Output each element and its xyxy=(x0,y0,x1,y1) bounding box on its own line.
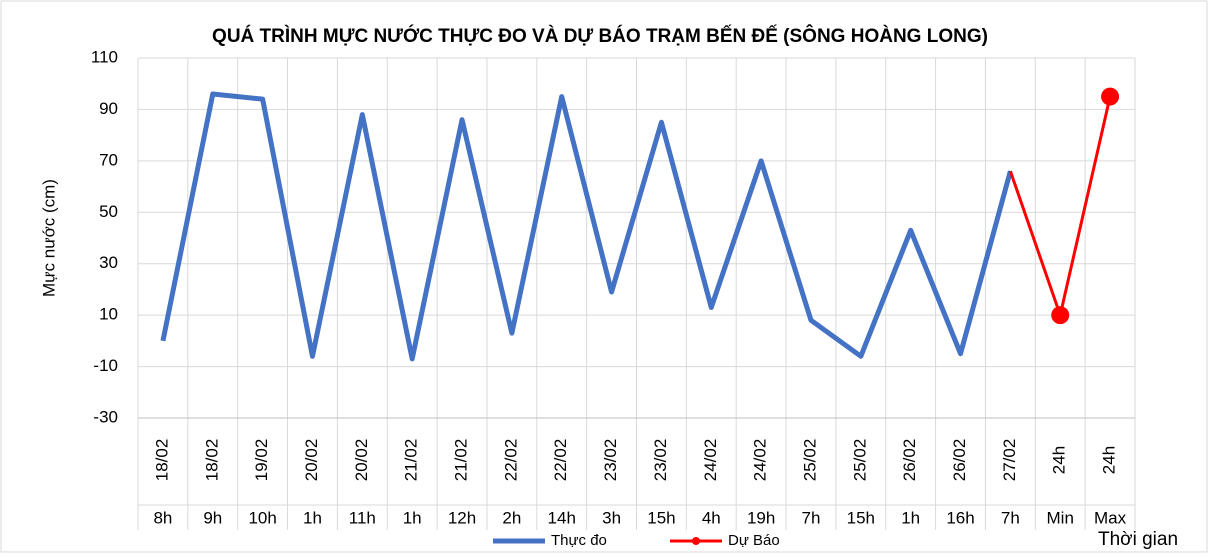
legend-label: Thực đo xyxy=(551,532,607,549)
x-tick-date: 18/02 xyxy=(202,439,221,482)
y-tick-label: 110 xyxy=(91,47,118,66)
x-tick-label: 2h xyxy=(502,508,521,527)
x-tick-label: 7h xyxy=(802,508,821,527)
x-tick-date: 25/02 xyxy=(800,439,819,482)
x-tick-label: 8h xyxy=(153,508,172,527)
x-tick-date: 20/02 xyxy=(302,439,321,482)
x-tick-date: 22/02 xyxy=(551,439,570,482)
y-tick-label: 10 xyxy=(99,305,118,324)
legend-marker xyxy=(692,537,700,545)
x-tick-date: 23/02 xyxy=(651,439,670,482)
x-tick-label: 1h xyxy=(403,508,422,527)
x-tick-label: 7h xyxy=(1001,508,1020,527)
x-tick-label: 14h xyxy=(548,508,576,527)
x-tick-date: 24/02 xyxy=(701,439,720,482)
x-tick-label: 19h xyxy=(747,508,775,527)
x-tick-label: 16h xyxy=(946,508,974,527)
legend-label: Dự Báo xyxy=(728,532,780,549)
x-tick-date: 19/02 xyxy=(252,439,271,482)
x-tick-date: 21/02 xyxy=(452,439,471,482)
x-tick-label: 1h xyxy=(901,508,920,527)
forecast-marker xyxy=(1101,87,1120,106)
x-axis-label: Thời gian xyxy=(1098,529,1178,550)
y-tick-label: 90 xyxy=(99,99,118,118)
series-line xyxy=(160,91,1013,362)
x-tick-date: 26/02 xyxy=(950,439,969,482)
forecast-marker xyxy=(1051,306,1070,325)
x-tick-label: 3h xyxy=(602,508,621,527)
x-tick-label: Min xyxy=(1047,508,1074,527)
x-tick-label: 11h xyxy=(349,508,376,527)
x-tick-date: 24/02 xyxy=(751,439,770,482)
x-tick-label: 9h xyxy=(203,508,222,527)
y-tick-label: 70 xyxy=(99,150,118,169)
y-tick-label: -10 xyxy=(93,356,118,375)
x-tick-date: 18/02 xyxy=(152,439,171,482)
x-tick-date: 21/02 xyxy=(402,439,421,482)
y-tick-label: 50 xyxy=(99,202,118,221)
x-tick-label: 15h xyxy=(647,508,675,527)
x-tick-date: 23/02 xyxy=(601,439,620,482)
x-tick-date: 26/02 xyxy=(900,439,919,482)
x-tick-date: 25/02 xyxy=(850,439,869,482)
x-tick-date: 20/02 xyxy=(352,439,371,482)
x-tick-label: 15h xyxy=(847,508,875,527)
y-tick-label: -30 xyxy=(93,407,118,426)
x-tick-label: Max xyxy=(1094,508,1127,527)
x-tick-label: 1h xyxy=(303,508,322,527)
x-tick-date: 27/02 xyxy=(1000,439,1019,482)
x-tick-date: 24h xyxy=(1100,446,1119,474)
x-tick-label: 4h xyxy=(702,508,721,527)
y-tick-label: 30 xyxy=(99,253,118,272)
x-tick-label: 10h xyxy=(248,508,276,527)
x-tick-date: 24h xyxy=(1050,446,1069,474)
x-tick-date: 22/02 xyxy=(501,439,520,482)
chart-title: QUÁ TRÌNH MỰC NƯỚC THỰC ĐO VÀ DỰ BÁO TRẠ… xyxy=(212,25,988,47)
x-tick-label: 12h xyxy=(448,508,476,527)
y-axis-label: Mực nước (cm) xyxy=(39,179,58,297)
